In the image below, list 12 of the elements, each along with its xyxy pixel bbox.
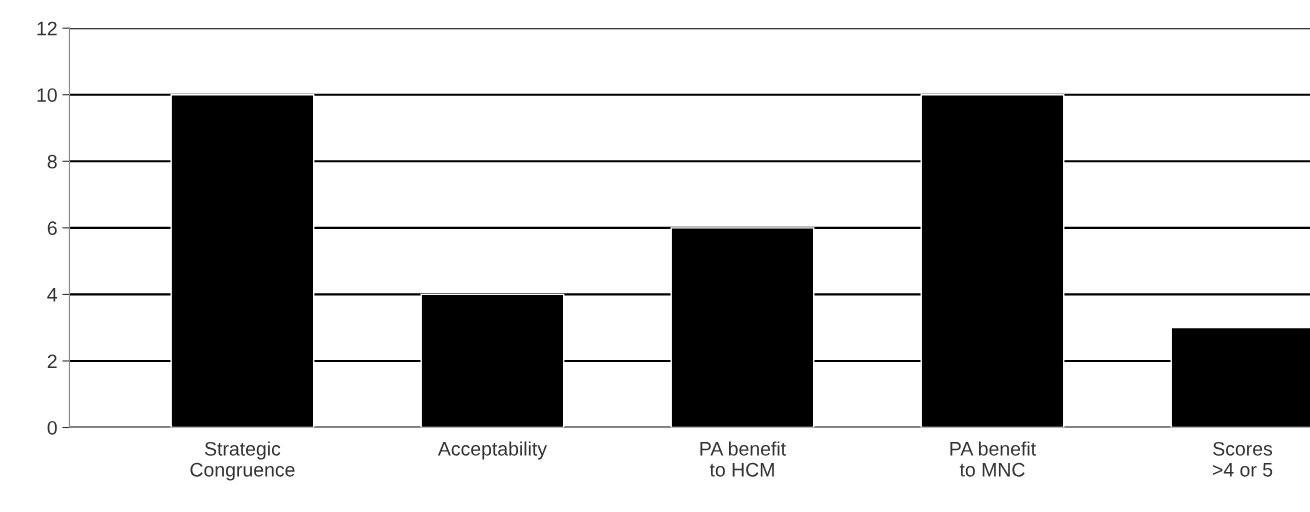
y-tick-label: 10 [37, 88, 57, 102]
x-tick-label: PA benefit to HCM [700, 441, 786, 477]
y-tick-label: 12 [37, 21, 57, 36]
y-tick-label: 2 [47, 354, 57, 369]
x-tick-label: Scores >4 or 5 [1212, 441, 1273, 477]
x-tick-label: Acceptability [437, 441, 547, 460]
y-tick-label: 4 [47, 288, 58, 302]
x-tick-label: Strategic Congruence [190, 441, 295, 481]
x-tick-label: PA benefit to MNC [950, 441, 1036, 477]
y-tick-label: 6 [47, 221, 57, 236]
y-tick-label: 0 [47, 420, 57, 435]
y-tick-label: 8 [47, 154, 57, 169]
